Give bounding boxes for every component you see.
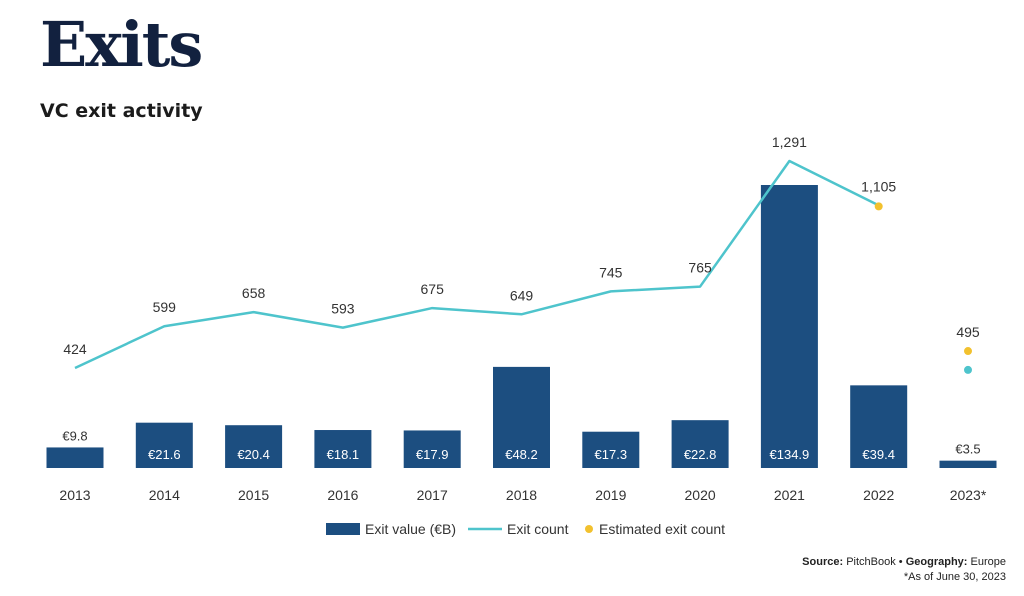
- labels-layer: €9.8 €21.6 €20.4 €18.1 €17.9 €48.2 €17.3 €22.8 €…: [62, 134, 980, 462]
- exit-count-label: 658: [242, 285, 266, 301]
- dots-layer: [874, 202, 972, 374]
- bar-2021: [760, 185, 818, 468]
- exit-count-label: 424: [63, 341, 87, 357]
- bar-value-label: €20.4: [237, 447, 270, 462]
- bar-value-label: €21.6: [148, 447, 181, 462]
- x-tick-label: 2023*: [950, 487, 987, 503]
- exit-count-label: 765: [688, 260, 712, 276]
- bar-value-label: €3.5: [955, 442, 980, 457]
- source-label: Source:: [802, 556, 844, 568]
- exit-count-label: 745: [599, 264, 623, 280]
- x-tick-label: 2022: [863, 487, 894, 503]
- x-tick-label: 2013: [59, 487, 90, 503]
- bar-value-label: €17.9: [416, 447, 449, 462]
- x-tick-label: 2019: [595, 487, 626, 503]
- bar-value-label: €18.1: [327, 447, 360, 462]
- x-tick-label: 2020: [685, 487, 716, 503]
- bar-2015: [225, 425, 283, 468]
- page-heading: Exits: [40, 8, 203, 81]
- bar-2023*: [939, 460, 997, 468]
- exit-count-label: 675: [421, 281, 445, 297]
- exit-count-label: 1,291: [772, 134, 807, 150]
- legend-dot-swatch: [585, 525, 593, 533]
- exit-count-label: 649: [510, 287, 534, 303]
- exit-count-line: [74, 159, 880, 370]
- bar-2018: [493, 366, 550, 468]
- legend-estimated-count: Estimated exit count: [599, 521, 725, 537]
- bar-value-label: €48.2: [505, 447, 538, 462]
- exit-count-point-2023: [964, 365, 972, 374]
- exit-count-label: 1,105: [861, 178, 896, 194]
- bar-2013: [46, 447, 104, 468]
- bar-2017: [403, 430, 461, 468]
- x-axis: 2013 2014 2015 2016 2017 2018 2019 2020 2021 2022…: [59, 487, 986, 503]
- bar-value-label: €9.8: [62, 428, 87, 443]
- x-tick-label: 2016: [327, 487, 358, 503]
- footnote: *As of June 30, 2023: [903, 571, 1006, 583]
- legend-exit-count: Exit count: [507, 521, 569, 537]
- bar-value-label: €39.4: [862, 447, 895, 462]
- estimated-count-point: [964, 347, 972, 356]
- geography-label: Geography:: [905, 556, 968, 568]
- bar-value-label: €22.8: [684, 447, 717, 462]
- bar-2019: [582, 431, 640, 468]
- x-tick-label: 2015: [238, 487, 269, 503]
- x-tick-label: 2021: [774, 487, 805, 503]
- x-tick-label: 2017: [417, 487, 448, 503]
- source-value: PitchBook: [846, 556, 896, 568]
- exit-count-label: 593: [331, 301, 355, 317]
- bar-value-label: €134.9: [770, 447, 810, 462]
- x-tick-label: 2018: [506, 487, 537, 503]
- exit-count-label: 599: [153, 299, 177, 315]
- bar-2022: [850, 385, 908, 468]
- bar-value-label: €17.3: [595, 447, 628, 462]
- chart-title: VC exit activity: [40, 100, 203, 122]
- estimated-count-label: 495: [956, 324, 980, 340]
- bar-2020: [671, 420, 729, 468]
- legend-bar-swatch: [326, 523, 360, 535]
- bar-2016: [314, 430, 372, 468]
- separator: •: [898, 556, 903, 568]
- estimated-count-point: [874, 202, 883, 211]
- line-layer: [74, 159, 880, 370]
- legend-exit-value: Exit value (€B): [365, 521, 456, 537]
- legend: Exit value (€B) Exit count Estimated exit …: [326, 521, 725, 537]
- bars-layer: [46, 185, 997, 468]
- geography-value: Europe: [970, 556, 1006, 568]
- bar-2014: [135, 422, 193, 468]
- source-credit: Source: PitchBook • Geography: Europe: [802, 555, 1006, 570]
- x-tick-label: 2014: [149, 487, 180, 503]
